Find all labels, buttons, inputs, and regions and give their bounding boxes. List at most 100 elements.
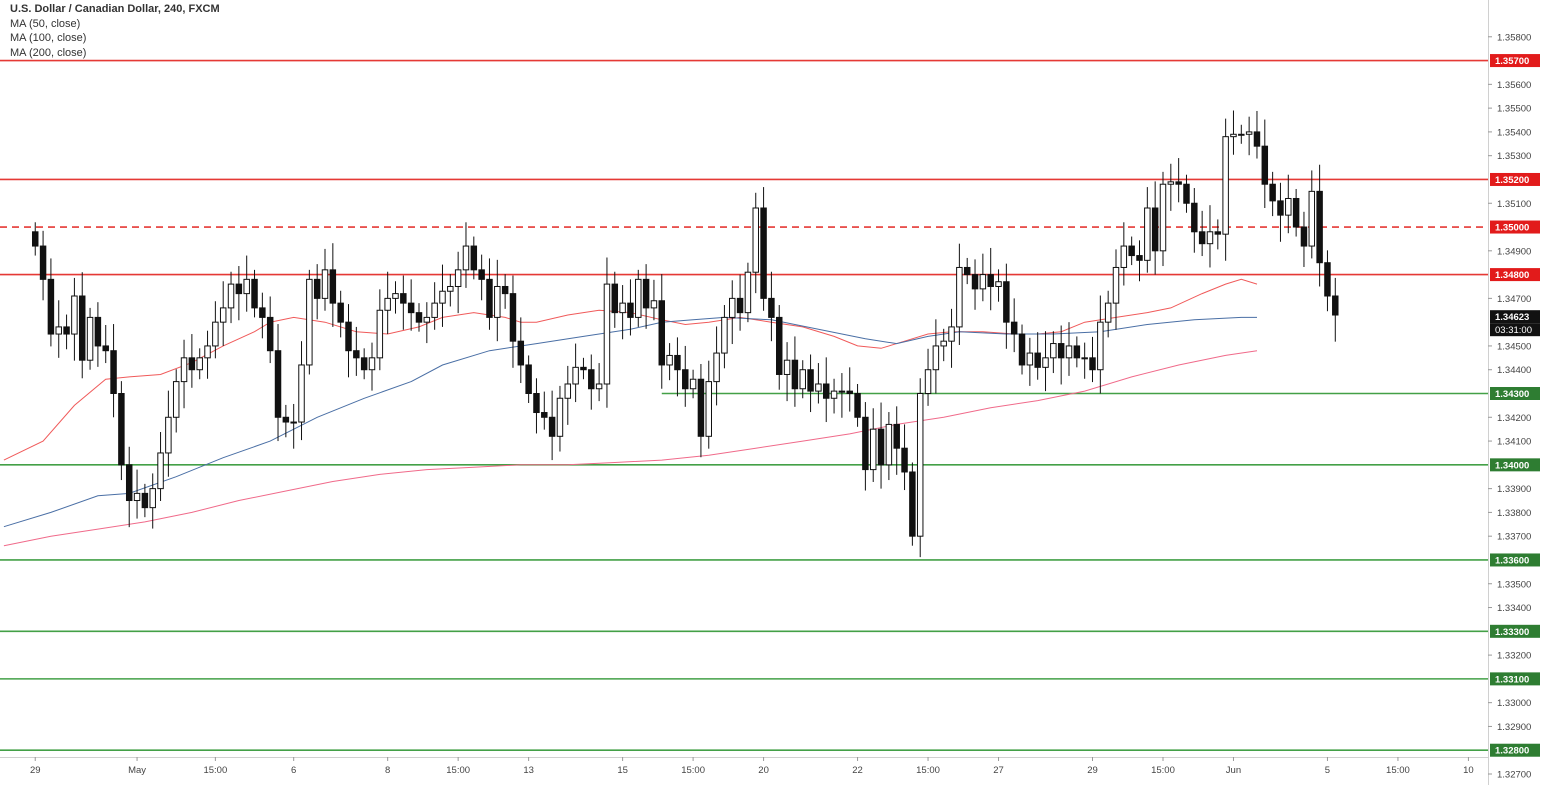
candle-body	[282, 416, 290, 423]
candle-body	[298, 364, 305, 423]
candle-body	[266, 316, 274, 352]
candle-body	[251, 278, 258, 309]
candle-body	[517, 340, 525, 366]
candle-body	[125, 464, 133, 502]
price-axis: 1.35800 1.35600 1.35500 1.35400 1.35300 1.351…	[1488, 0, 1531, 785]
countdown-tag	[1490, 323, 1540, 337]
level-tag	[1490, 624, 1540, 638]
time-tick-label: 15:00	[916, 765, 940, 776]
candle-body	[509, 293, 517, 342]
candle-body	[204, 345, 211, 359]
candle-body	[1206, 231, 1214, 245]
candle-body	[987, 274, 994, 287]
candle-body	[1034, 352, 1041, 368]
candle-body	[830, 390, 838, 399]
candle-body	[1332, 295, 1339, 316]
price-tick-label: 1.33500	[1497, 579, 1531, 590]
level-tag-label: 1.34000	[1495, 460, 1529, 471]
candle-body	[71, 295, 78, 335]
candle-body	[901, 447, 908, 473]
level-labels: 1.35700 1.35200 1.35000 1.34800 1.34300 1.340…	[1490, 54, 1540, 757]
candle-body	[1245, 131, 1253, 135]
candle-body	[259, 307, 266, 318]
legend-ma100[interactable]: MA (100, close)	[10, 32, 87, 44]
chart-legend: U.S. Dollar / Canadian Dollar, 240, FXCM…	[10, 2, 220, 60]
candle-body	[783, 359, 791, 375]
price-tick-label: 1.35100	[1497, 199, 1531, 210]
candle-body	[963, 266, 971, 276]
candle-body	[971, 274, 979, 290]
candle-body	[682, 369, 689, 390]
legend-ma200[interactable]: MA (200, close)	[10, 46, 87, 59]
level-tag	[1490, 387, 1540, 400]
candle-body	[1198, 231, 1206, 245]
candle-body	[822, 383, 830, 399]
candle-body	[1144, 207, 1151, 261]
price-tick-label: 1.32700	[1497, 770, 1531, 781]
level-tag-label: 1.35000	[1495, 223, 1529, 234]
candle-body	[360, 357, 368, 371]
candle-body	[149, 488, 156, 509]
candle-body	[102, 345, 109, 352]
time-tick-label: 15:00	[1386, 765, 1410, 776]
price-tick-label: 1.33200	[1497, 651, 1531, 662]
level-tag-label: 1.35200	[1495, 175, 1529, 186]
candle-body	[1214, 231, 1222, 235]
candle-body	[447, 285, 454, 292]
candle-body	[854, 393, 861, 418]
candle-body	[791, 359, 799, 390]
level-tag	[1490, 268, 1540, 282]
candle-body	[705, 381, 712, 437]
candle-body	[1112, 266, 1120, 304]
candle-body	[1026, 352, 1034, 366]
candle-body	[486, 278, 493, 318]
time-tick-label: 29	[1087, 765, 1098, 776]
candle-body	[932, 345, 940, 371]
candle-body	[141, 492, 149, 509]
candle-body	[1308, 190, 1316, 247]
candle-body	[736, 297, 744, 314]
candle-body	[1159, 183, 1167, 252]
candle-body	[548, 416, 556, 437]
candle-body	[752, 207, 759, 273]
price-tick-label: 1.35600	[1497, 80, 1531, 91]
price-tick-label: 1.33400	[1497, 603, 1531, 614]
candle-body	[595, 383, 603, 390]
candle-body	[63, 326, 70, 335]
candle-body	[776, 316, 783, 375]
level-tag-label: 1.35700	[1495, 56, 1529, 67]
candle-body	[885, 423, 893, 466]
time-tick-label: 15:00	[446, 765, 470, 776]
candle-body	[321, 269, 329, 299]
level-tag-label: 1.34300	[1495, 389, 1529, 400]
level-tag-label: 1.34800	[1495, 270, 1529, 281]
countdown-label: 03:31:00	[1495, 325, 1532, 336]
candle-body	[862, 416, 869, 471]
candle-body	[423, 316, 431, 323]
price-tick-label: 1.33900	[1497, 484, 1531, 495]
candle-body	[274, 350, 282, 418]
candle-body	[729, 297, 736, 318]
candle-body	[78, 295, 86, 361]
chart-title: U.S. Dollar / Canadian Dollar, 240, FXCM	[10, 3, 220, 15]
candle-body	[635, 278, 642, 318]
price-tick-label: 1.34900	[1497, 246, 1531, 257]
candle-body	[494, 285, 501, 318]
level-tag	[1490, 672, 1540, 686]
legend-ma50[interactable]: MA (50, close)	[10, 17, 81, 30]
candle-body	[564, 383, 572, 399]
candle-body	[799, 369, 806, 390]
price-tick-label: 1.34500	[1497, 341, 1531, 352]
candle-body	[313, 278, 321, 299]
candle-body	[877, 428, 885, 466]
time-tick-label: 5	[1325, 765, 1330, 776]
candle-body	[243, 278, 250, 295]
candle-body	[94, 316, 102, 347]
level-lines	[0, 59, 1488, 752]
candle-body	[995, 281, 1002, 287]
candle-body	[157, 452, 164, 490]
candle-body	[611, 283, 619, 314]
candle-body	[55, 326, 62, 335]
